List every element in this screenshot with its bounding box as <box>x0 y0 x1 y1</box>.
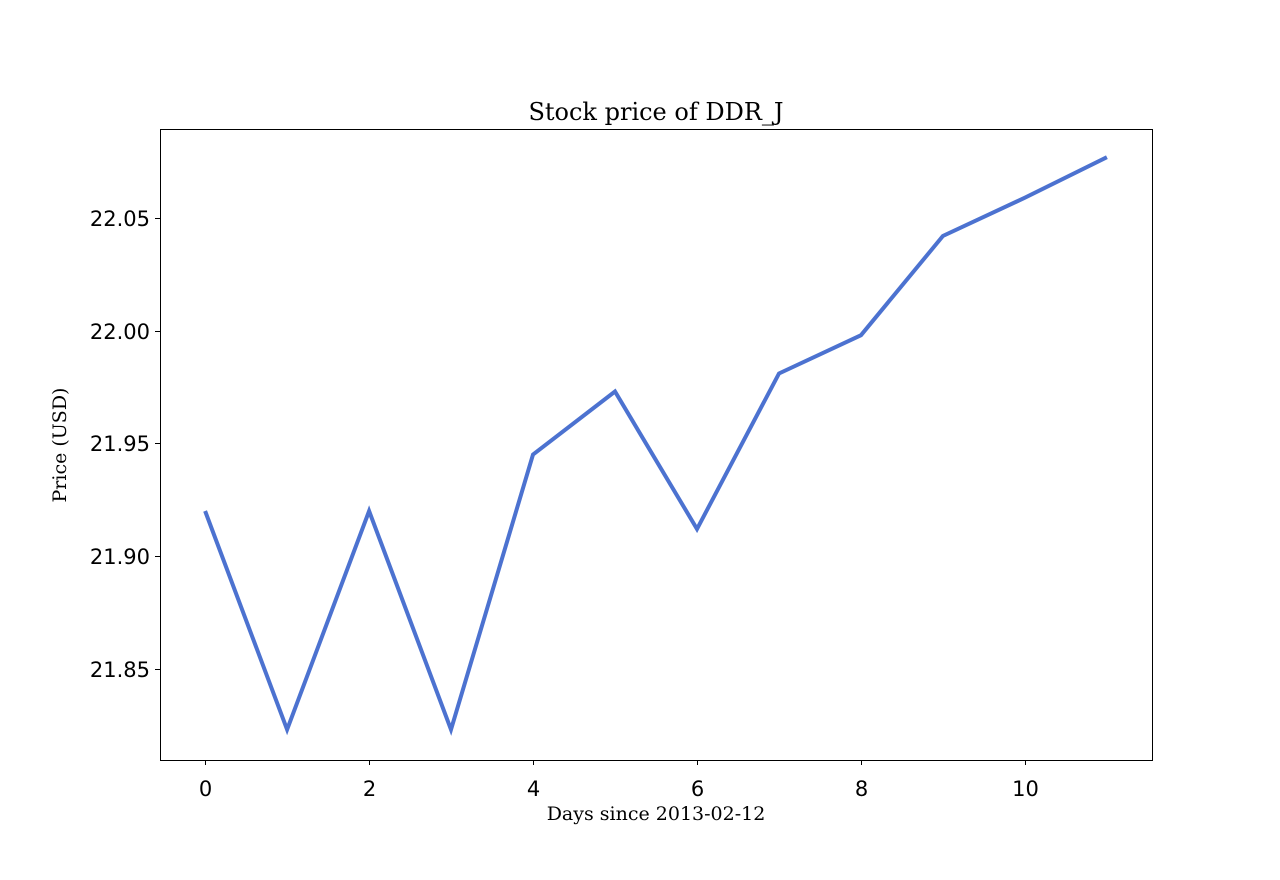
x-tick-label: 6 <box>691 777 704 801</box>
x-axis-label: Days since 2013-02-12 <box>547 803 766 825</box>
plot-area <box>160 129 1153 761</box>
x-tick-label: 10 <box>1012 777 1039 801</box>
x-axis: 0 2 4 6 8 10 <box>199 760 1039 801</box>
x-tick-label: 8 <box>855 777 868 801</box>
y-axis: 21.85 21.90 21.95 22.00 22.05 <box>90 207 160 682</box>
y-tick-label: 22.05 <box>90 207 150 231</box>
y-axis-label: Price (USD) <box>49 388 71 503</box>
chart-title: Stock price of DDR_J <box>528 98 783 126</box>
y-tick-label: 21.90 <box>90 545 150 569</box>
y-tick-label: 21.85 <box>90 658 150 682</box>
x-tick-label: 2 <box>363 777 376 801</box>
x-tick-label: 4 <box>527 777 540 801</box>
y-tick-label: 22.00 <box>90 320 150 344</box>
series-layer <box>203 155 1108 736</box>
x-tick-label: 0 <box>199 777 212 801</box>
y-tick-label: 21.95 <box>90 432 150 456</box>
series-line <box>203 155 1108 736</box>
